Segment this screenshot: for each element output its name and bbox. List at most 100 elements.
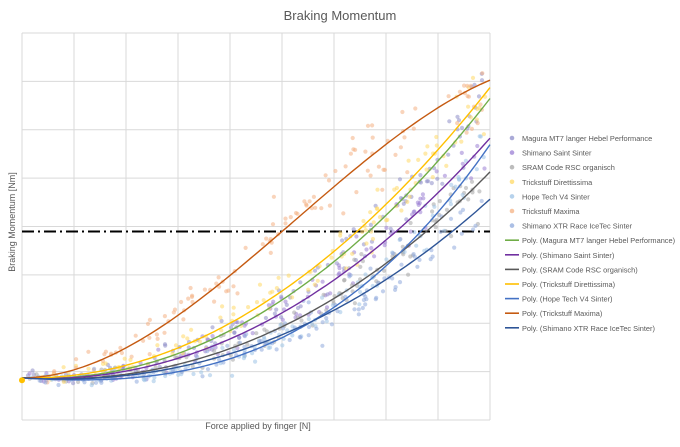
data-point: [434, 169, 439, 174]
data-point: [380, 289, 386, 294]
data-point: [189, 327, 194, 332]
data-point: [162, 314, 167, 319]
data-point: [128, 357, 133, 362]
data-point: [374, 295, 379, 300]
data-point: [370, 135, 375, 140]
data-point: [335, 309, 340, 314]
data-point: [380, 187, 385, 192]
data-point: [214, 281, 219, 286]
data-point: [466, 197, 471, 202]
data-point: [191, 371, 196, 377]
data-point: [328, 291, 333, 296]
data-point: [415, 264, 420, 269]
data-point: [475, 121, 480, 126]
data-point: [283, 299, 288, 304]
data-point: [61, 365, 66, 370]
data-point: [283, 221, 288, 226]
data-point: [290, 333, 295, 338]
data-point: [329, 255, 334, 260]
data-point: [268, 290, 273, 295]
data-point: [230, 373, 235, 378]
data-point: [231, 312, 236, 317]
data-point: [152, 375, 157, 380]
data-point: [474, 167, 479, 172]
data-point: [382, 243, 387, 248]
data-point: [447, 119, 452, 124]
data-point: [43, 380, 48, 385]
data-point: [232, 330, 237, 335]
data-point: [359, 252, 364, 257]
data-point: [476, 94, 482, 99]
data-point: [242, 334, 247, 339]
legend-label: Magura MT7 langer Hebel Performance: [522, 134, 652, 143]
data-point: [338, 233, 343, 238]
data-point: [280, 343, 285, 348]
trend-line: [21, 198, 491, 380]
data-point: [416, 202, 421, 207]
data-point: [100, 361, 106, 366]
data-point: [374, 206, 379, 211]
data-point: [412, 254, 417, 259]
data-point: [370, 236, 376, 242]
data-point: [354, 234, 359, 239]
data-point: [437, 199, 442, 204]
data-point: [405, 170, 410, 175]
data-point: [460, 192, 465, 197]
data-point: [190, 364, 195, 369]
data-point: [250, 351, 255, 356]
data-point: [263, 315, 268, 321]
data-point: [455, 121, 460, 126]
data-point: [368, 222, 373, 227]
data-point: [259, 347, 264, 352]
chart-title: Braking Momentum: [284, 8, 397, 23]
data-point: [353, 147, 358, 152]
data-point: [428, 257, 433, 262]
data-point: [434, 134, 439, 140]
data-point: [468, 115, 473, 120]
data-point: [195, 354, 200, 359]
data-point: [453, 184, 458, 189]
data-point: [324, 316, 329, 321]
legend-marker: [509, 150, 515, 155]
data-point: [358, 264, 363, 269]
data-point: [205, 349, 210, 354]
data-point: [306, 300, 311, 305]
data-point: [435, 176, 440, 181]
data-point: [430, 175, 435, 180]
data-point: [326, 178, 332, 183]
data-point: [189, 294, 195, 299]
data-point: [348, 151, 353, 156]
data-point: [264, 329, 269, 334]
data-point: [118, 345, 123, 350]
origin-point: [19, 377, 25, 384]
data-point: [459, 231, 464, 236]
data-point: [442, 173, 447, 178]
data-point: [27, 371, 32, 376]
data-point: [446, 152, 451, 157]
data-point: [417, 257, 422, 262]
data-point: [306, 287, 311, 292]
data-point: [449, 234, 454, 239]
data-point: [364, 247, 369, 252]
data-point: [190, 299, 195, 305]
data-point: [466, 94, 471, 99]
data-point: [264, 236, 269, 241]
data-point: [459, 125, 465, 130]
legend-label: Shimano Saint Sinter: [522, 149, 592, 158]
data-point: [324, 319, 329, 324]
data-point: [365, 168, 370, 173]
data-point: [414, 243, 419, 248]
data-point: [93, 380, 99, 385]
data-point: [341, 211, 346, 216]
data-point: [420, 192, 425, 197]
data-point: [384, 257, 389, 262]
data-point: [274, 347, 279, 352]
data-point: [376, 164, 381, 169]
data-point: [156, 347, 161, 352]
data-point: [276, 275, 281, 280]
legend-label: Hope Tech V4 Sinter: [522, 192, 590, 201]
data-point: [390, 251, 395, 256]
data-point: [307, 199, 312, 204]
data-point: [181, 334, 186, 339]
